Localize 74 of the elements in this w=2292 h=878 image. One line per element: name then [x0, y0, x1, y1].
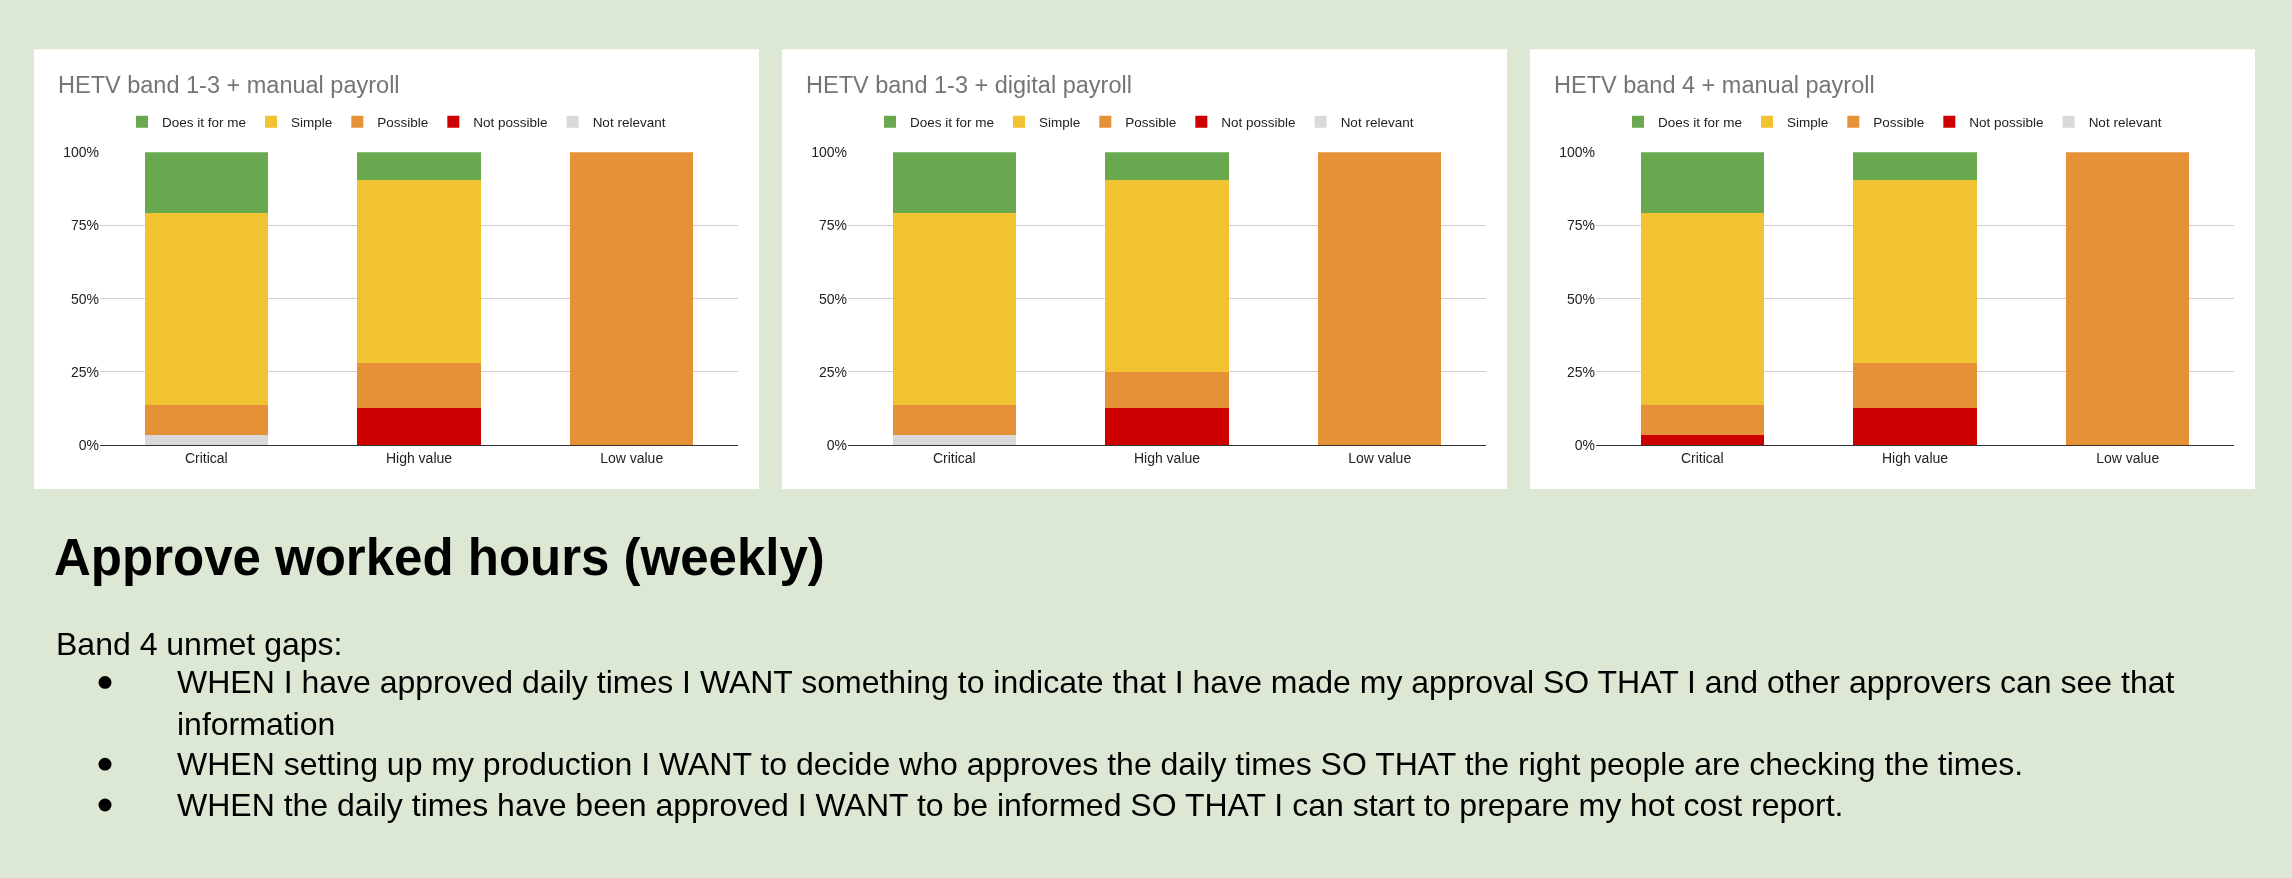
- bar: [357, 152, 481, 180]
- bar: [2065, 152, 2190, 445]
- y-tick-label: 25%: [1566, 363, 1595, 380]
- legend-label: Simple: [1039, 114, 1081, 130]
- bar: [1853, 362, 1977, 409]
- bar: [569, 152, 694, 445]
- bar: [1640, 212, 1765, 405]
- legend-label: Possible: [1125, 114, 1177, 130]
- legend-label: Not relevant: [592, 114, 666, 130]
- legend-label: Does it for me: [1658, 114, 1743, 130]
- bar: [892, 212, 1017, 405]
- y-tick-label: 50%: [1566, 290, 1595, 307]
- legend-label: Possible: [377, 114, 429, 130]
- chart-title: HETV band 4 + manual payroll: [1554, 72, 1875, 98]
- legend-label: Not possible: [1969, 114, 2044, 130]
- legend-label: Not possible: [1221, 114, 1296, 130]
- y-tick-label: 75%: [818, 217, 847, 234]
- y-tick-label: 50%: [70, 290, 99, 307]
- y-tick-label: 25%: [818, 363, 847, 380]
- x-tick-label: Low value: [1348, 449, 1412, 466]
- x-tick-label: Critical: [1680, 449, 1724, 466]
- bar: [144, 434, 269, 445]
- legend-label: Does it for me: [910, 114, 995, 130]
- legend-label: Does it for me: [162, 114, 247, 130]
- legend-label: Possible: [1873, 114, 1925, 130]
- y-tick-label: 75%: [1566, 217, 1595, 234]
- bar: [357, 408, 481, 445]
- bar: [144, 404, 269, 435]
- y-tick-label: 100%: [811, 144, 847, 161]
- bar: [1105, 408, 1229, 445]
- chart-title: HETV band 1-3 + digital payroll: [806, 72, 1132, 98]
- bar: [892, 404, 1017, 435]
- bar: [357, 362, 481, 409]
- y-tick-label: 0%: [1574, 436, 1595, 453]
- bar: [1105, 152, 1229, 180]
- text: WHEN I have approved daily times I WANT something to indicate that I have made my approval SO THAT I and other approvers can see that information: [177, 664, 2175, 742]
- bar: [144, 212, 269, 405]
- bar: [144, 152, 269, 213]
- bar: [1853, 408, 1977, 445]
- bar: [1317, 152, 1442, 445]
- bar: [1853, 179, 1977, 363]
- y-tick-label: 100%: [1559, 144, 1595, 161]
- text: WHEN the daily times have been approved I WANT to be informed SO THAT I can start to prepare my hot cost report.: [177, 787, 1844, 823]
- chart-title: HETV band 1-3 + manual payroll: [58, 72, 400, 98]
- x-tick-label: High value: [385, 449, 453, 466]
- y-tick-label: 0%: [826, 436, 847, 453]
- bar: [1640, 434, 1765, 445]
- text: Band 4 unmet gaps:: [56, 626, 343, 662]
- x-tick-label: Critical: [184, 449, 228, 466]
- bar: [1640, 404, 1765, 435]
- x-tick-label: Low value: [2096, 449, 2160, 466]
- legend-label: Simple: [291, 114, 333, 130]
- legend-label: Not possible: [473, 114, 548, 130]
- y-tick-label: 75%: [70, 217, 99, 234]
- bar: [1105, 371, 1229, 409]
- bar: [1853, 152, 1977, 180]
- y-tick-label: 0%: [78, 436, 99, 453]
- y-tick-label: 100%: [63, 144, 99, 161]
- bar: [1105, 179, 1229, 372]
- bar: [357, 179, 481, 363]
- x-tick-label: High value: [1881, 449, 1949, 466]
- x-tick-label: Critical: [932, 449, 976, 466]
- text: WHEN setting up my production I WANT to decide who approves the daily times SO THAT the right people are checking the times.: [177, 746, 2024, 782]
- y-tick-label: 25%: [70, 363, 99, 380]
- legend-label: Simple: [1787, 114, 1829, 130]
- x-tick-label: Low value: [600, 449, 664, 466]
- legend-label: Not relevant: [1340, 114, 1414, 130]
- bar: [892, 434, 1017, 445]
- bar: [892, 152, 1017, 213]
- legend-label: Not relevant: [2088, 114, 2162, 130]
- bar: [1640, 152, 1765, 213]
- text: Approve worked hours (weekly): [54, 529, 825, 586]
- y-tick-label: 50%: [818, 290, 847, 307]
- x-tick-label: High value: [1133, 449, 1201, 466]
